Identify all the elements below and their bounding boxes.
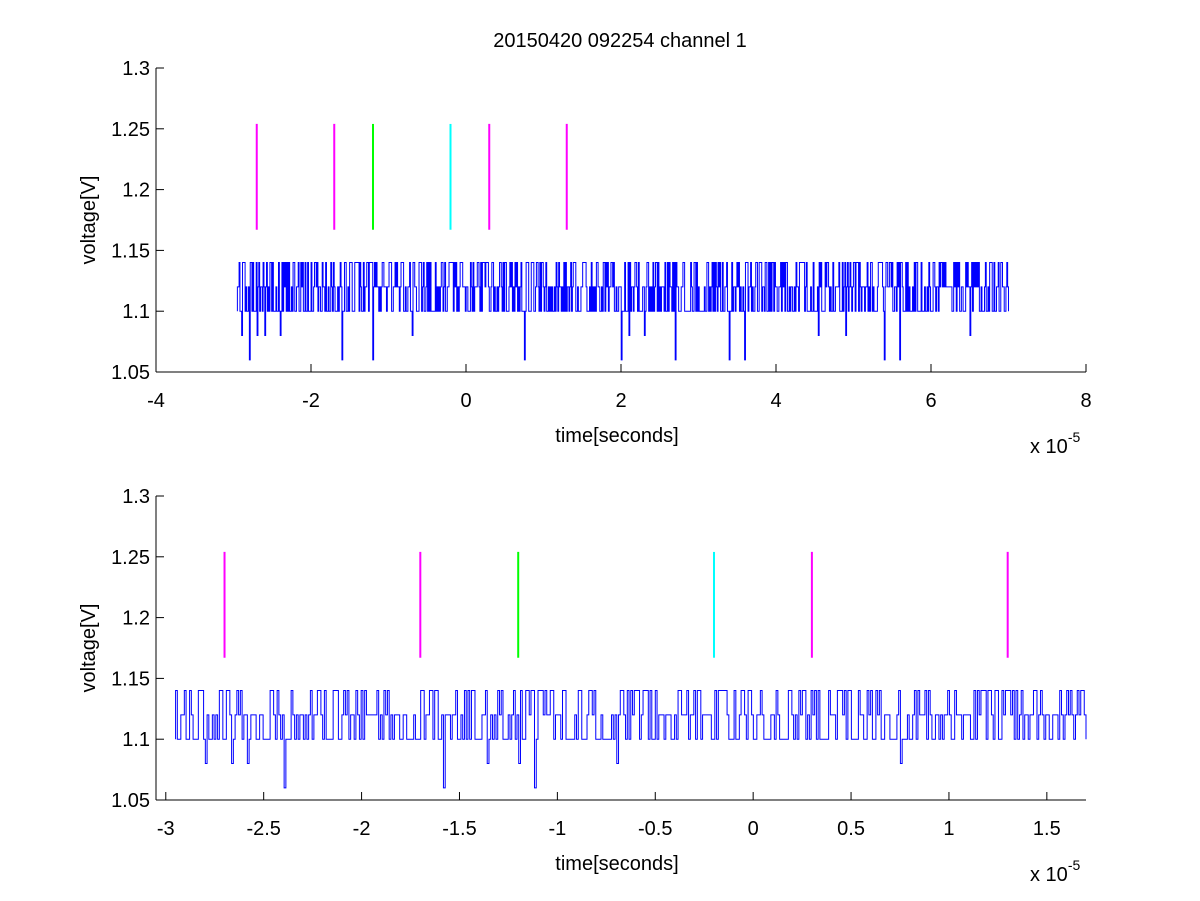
y-tick-label: 1.05 xyxy=(111,790,150,812)
x-exponent-label: x 10-5 xyxy=(1030,429,1080,458)
y-tick-label: 1.3 xyxy=(122,58,150,80)
y-tick-label: 1.2 xyxy=(122,608,150,630)
y-axis-label: voltage[V] xyxy=(78,176,100,265)
figure-title: 20150420 092254 channel 1 xyxy=(493,30,747,52)
x-tick-label: 1 xyxy=(943,818,954,840)
y-tick-label: 1.15 xyxy=(111,240,150,262)
x-tick-label: -2 xyxy=(353,818,371,840)
y-tick-label: 1.3 xyxy=(122,486,150,508)
x-exponent-power: -5 xyxy=(1068,857,1081,873)
signal-trace xyxy=(175,690,1087,789)
x-exponent-power: -5 xyxy=(1068,429,1081,445)
y-tick-label: 1.2 xyxy=(122,180,150,202)
x-tick-label: -1 xyxy=(548,818,566,840)
x-exponent-label: x 10-5 xyxy=(1030,857,1080,886)
y-tick-label: 1.05 xyxy=(111,362,150,384)
x-tick-label: -1.5 xyxy=(442,818,476,840)
x-axis-label: time[seconds] xyxy=(555,853,678,875)
y-tick-label: 1.25 xyxy=(111,119,150,141)
signal-trace xyxy=(236,262,1009,361)
x-tick-label: 0 xyxy=(748,818,759,840)
x-tick-label: -2 xyxy=(302,390,320,412)
x-tick-label: 6 xyxy=(925,390,936,412)
x-tick-label: 0.5 xyxy=(837,818,865,840)
x-tick-label: -3 xyxy=(157,818,175,840)
top-plot: 1.05 1.1 1.15 1.2 1.25 1.3 -4 -2 0 2 4 6 8 time[secon… xyxy=(78,58,1092,458)
x-tick-label: -0.5 xyxy=(638,818,672,840)
y-tick-label: 1.1 xyxy=(122,729,150,751)
bottom-plot: 1.05 1.1 1.15 1.2 1.25 1.3 -3 -2.5 -2 -1.5 -1 -0.5 0… xyxy=(78,486,1087,886)
y-axis-label: voltage[V] xyxy=(78,604,100,693)
x-tick-label: 1.5 xyxy=(1033,818,1061,840)
x-tick-label: 8 xyxy=(1080,390,1091,412)
y-tick-label: 1.1 xyxy=(122,301,150,323)
x-axis-label: time[seconds] xyxy=(555,425,678,447)
y-tick-label: 1.25 xyxy=(111,547,150,569)
x-tick-label: 0 xyxy=(460,390,471,412)
x-tick-label: 2 xyxy=(615,390,626,412)
x-tick-label: 4 xyxy=(770,390,781,412)
y-tick-label: 1.15 xyxy=(111,668,150,690)
x-tick-label: -2.5 xyxy=(246,818,280,840)
x-tick-label: -4 xyxy=(147,390,165,412)
